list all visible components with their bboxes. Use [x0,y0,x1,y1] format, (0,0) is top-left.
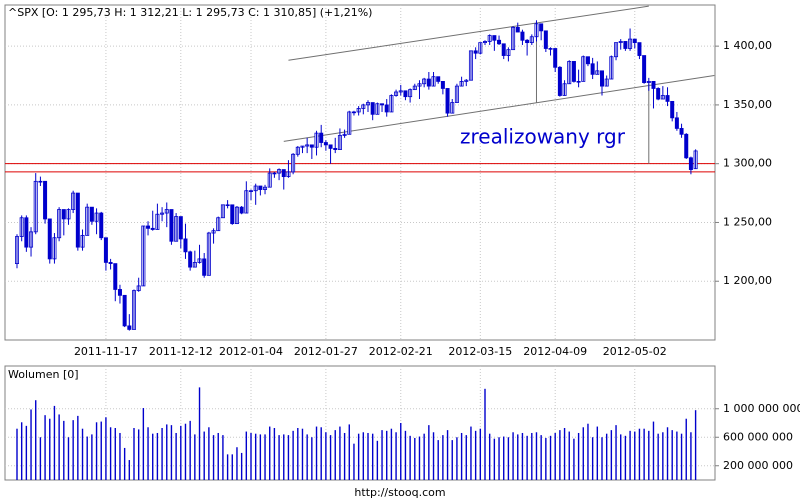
y-tick-label: 200 000 000 [723,459,793,472]
x-tick-label: 2012-04-09 [523,345,587,358]
volume-panel [4,365,716,481]
trend-line [283,75,715,142]
y-tick-label: 600 000 000 [723,430,793,443]
y-tick-label: 1 000 000 000 [723,402,800,415]
chart-title: ^SPX [O: 1 295,73 H: 1 312,21 L: 1 295,7… [8,6,372,19]
annotation: zrealizowany rgr [460,125,626,149]
x-tick-label: 2012-01-04 [219,345,283,358]
y-tick-label: 1 350,00 [723,98,772,111]
x-tick-label: 2011-11-17 [74,345,138,358]
x-tick-label: 2012-02-21 [369,345,433,358]
x-tick-label: 2011-12-12 [149,345,213,358]
plot-layer: 1 200,00 1 250,00 1 300,00 1 350,00 1 400,00… [5,5,800,480]
volume-title: Wolumen [0] [8,368,79,381]
y-tick-label: 1 300,00 [723,157,772,170]
y-tick-label: 1 200,00 [723,274,772,287]
price-panel [4,4,716,341]
y-tick-label: 1 250,00 [723,215,772,228]
x-tick-label: 2012-03-15 [448,345,512,358]
trend-line [288,5,649,61]
x-tick-label: 2012-05-02 [603,345,667,358]
x-tick-label: 2012-01-27 [294,345,358,358]
source: http://stooq.com [354,486,445,499]
y-tick-label: 1 400,00 [723,39,772,52]
